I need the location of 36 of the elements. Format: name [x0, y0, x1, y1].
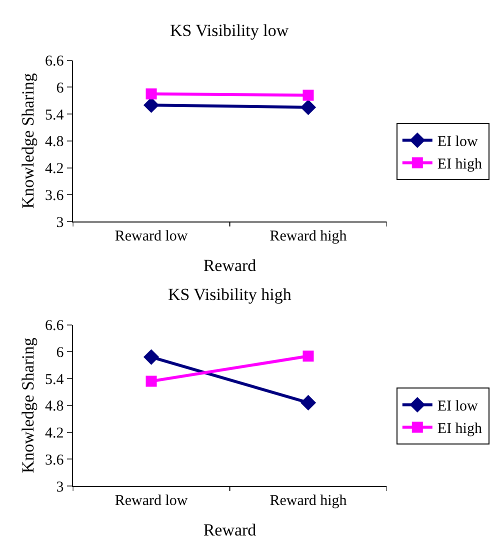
legend-label: EI high	[437, 156, 482, 173]
y-axis-title: Knowledge Sharing	[18, 72, 38, 209]
y-tick-label: 6	[56, 80, 64, 96]
y-tick-label: 3.6	[45, 188, 64, 204]
y-tick-label: 4.8	[45, 134, 64, 150]
y-tick-label: 4.8	[45, 398, 64, 415]
point	[300, 100, 316, 116]
y-tick-label: 3	[56, 214, 64, 231]
y-tick-label: 6.6	[45, 54, 64, 70]
legend-label: EI low	[437, 398, 478, 415]
point	[146, 376, 157, 387]
y-tick-label: 4.2	[45, 161, 64, 178]
point	[143, 97, 160, 113]
y-tick-label: 3.6	[45, 452, 64, 468]
point	[146, 88, 157, 100]
x-tick-label: Reward high	[270, 493, 348, 510]
y-tick-label: 5.4	[45, 372, 64, 388]
y-tick-label: 3	[56, 479, 64, 496]
y-tick-label: 4.2	[45, 426, 64, 442]
y-tick-label: 6	[56, 344, 64, 361]
point	[302, 90, 314, 101]
y-tick-label: 6.6	[45, 318, 64, 334]
point	[143, 349, 160, 365]
y-tick-label: 5.4	[45, 107, 64, 124]
chart-title: KS Visibility high	[168, 285, 292, 304]
y-axis-title: Knowledge Sharing	[18, 337, 38, 474]
x-axis-title: Reward	[203, 256, 257, 275]
x-tick-label: Reward low	[114, 493, 188, 510]
point	[302, 350, 314, 362]
chart-title: KS Visibility low	[170, 21, 290, 40]
x-tick-label: Reward low	[114, 228, 188, 245]
x-axis-title: Reward	[203, 520, 257, 540]
point	[300, 394, 316, 411]
legend-label: EI low	[437, 134, 478, 150]
legend-label: EI high	[437, 421, 482, 438]
x-tick-label: Reward high	[270, 228, 348, 245]
